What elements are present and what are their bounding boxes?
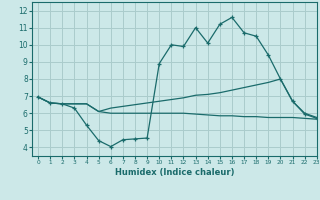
X-axis label: Humidex (Indice chaleur): Humidex (Indice chaleur)	[115, 168, 234, 177]
